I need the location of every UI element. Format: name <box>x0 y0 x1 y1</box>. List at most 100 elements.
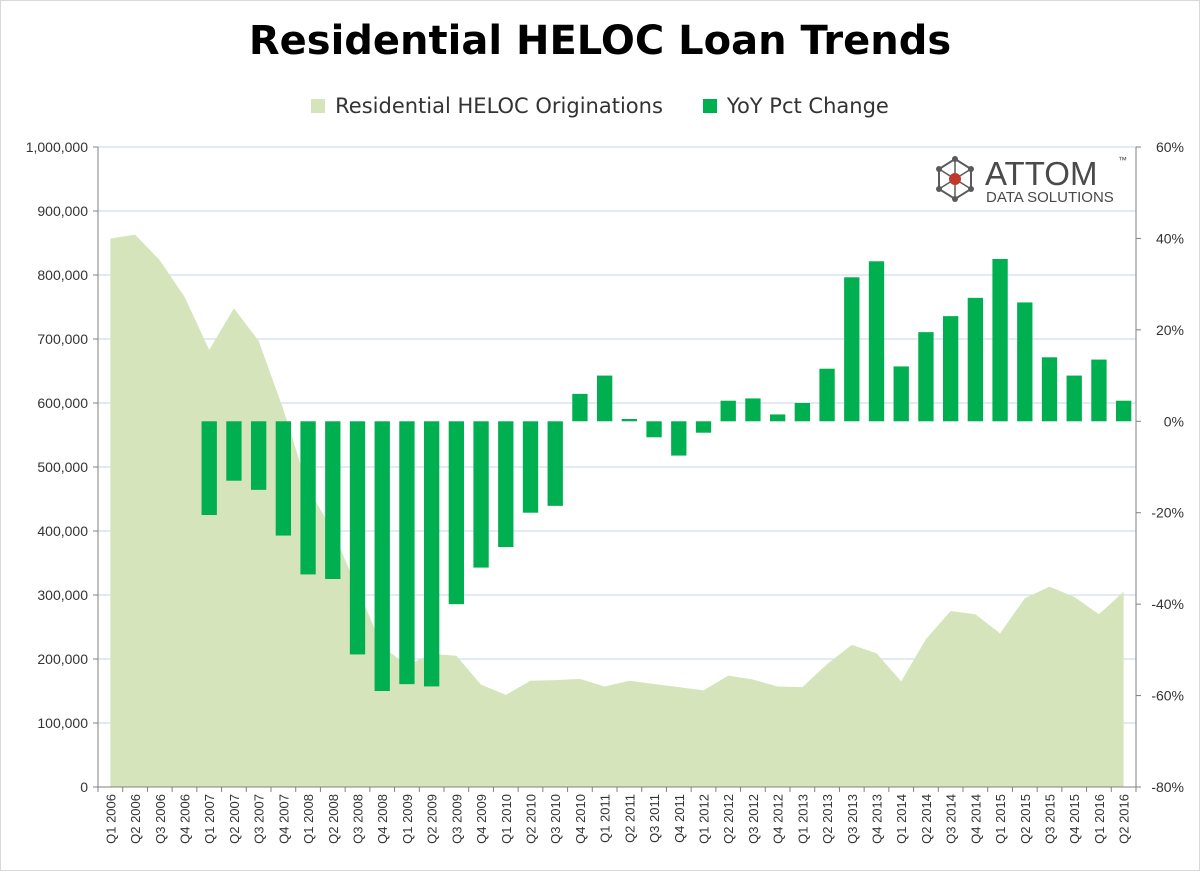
x-tick-label: Q1 2012 <box>697 794 712 844</box>
left-tick-label: 900,000 <box>37 203 88 219</box>
left-tick-label: 600,000 <box>37 395 88 411</box>
x-tick-label: Q2 2011 <box>622 794 637 843</box>
logo-name: ATTOM <box>985 155 1097 192</box>
right-axis-ticks: -80% -60% -40% -20% 0% 20% 40% 60% <box>1136 139 1184 795</box>
x-tick-label: Q2 2014 <box>919 794 934 844</box>
yoy-bar <box>1041 357 1058 422</box>
legend-item-originations: Residential HELOC Originations <box>311 94 663 118</box>
yoy-bar <box>621 419 638 422</box>
x-tick-label: Q2 2010 <box>524 794 539 844</box>
x-tick-label: Q1 2015 <box>993 794 1008 844</box>
yoy-bar <box>819 368 835 422</box>
x-axis-ticks: Q1 2006 Q2 2006 Q3 2006 Q4 2006 Q1 2007 Q2 20… <box>97 787 1137 844</box>
x-tick-label: Q4 2015 <box>1067 794 1082 844</box>
yoy-bar <box>596 375 613 422</box>
network-molecule-icon <box>936 156 974 202</box>
x-tick-label: Q2 2007 <box>227 794 242 844</box>
yoy-bar <box>498 421 514 547</box>
x-tick-label: Q4 2012 <box>771 794 786 844</box>
left-tick-label: 500,000 <box>37 459 88 475</box>
yoy-bar <box>250 421 267 490</box>
x-tick-label: Q1 2006 <box>103 794 118 844</box>
x-tick-label: Q3 2013 <box>845 794 860 844</box>
right-tick-label: -80% <box>1151 779 1184 795</box>
right-tick-label: -60% <box>1151 688 1184 704</box>
x-tick-label: Q3 2011 <box>647 794 662 843</box>
yoy-bar <box>473 421 489 568</box>
x-tick-label: Q2 2013 <box>820 794 835 844</box>
yoy-bar <box>745 398 761 422</box>
chart-title: Residential HELOC Loan Trends <box>248 18 952 64</box>
left-tick-label: 0 <box>80 779 88 795</box>
x-tick-label: Q4 2014 <box>968 794 983 844</box>
x-tick-label: Q1 2013 <box>795 794 810 844</box>
yoy-bar <box>992 259 1008 422</box>
x-tick-label: Q3 2010 <box>548 794 563 844</box>
yoy-bar <box>893 366 909 422</box>
x-tick-label: Q1 2010 <box>499 794 514 844</box>
x-tick-label: Q1 2016 <box>1092 794 1107 844</box>
yoy-bar <box>720 400 736 422</box>
x-tick-label: Q1 2007 <box>202 794 217 844</box>
right-tick-label: 40% <box>1156 230 1184 246</box>
legend-label-originations: Residential HELOC Originations <box>335 94 663 118</box>
left-tick-label: 1,000,000 <box>26 139 88 155</box>
yoy-bar <box>967 297 984 422</box>
yoy-bar <box>572 393 588 422</box>
yoy-bar <box>942 316 959 422</box>
bar-layer <box>201 259 1132 691</box>
yoy-bar <box>918 332 934 422</box>
x-tick-label: Q4 2008 <box>375 794 390 844</box>
x-tick-label: Q2 2006 <box>128 794 143 844</box>
yoy-bar <box>646 421 662 438</box>
x-tick-label: Q2 2008 <box>326 794 341 844</box>
yoy-bar <box>671 421 687 456</box>
yoy-bar <box>423 421 440 687</box>
left-axis-ticks: 0 100,000 200,000 300,000 400,000 500,000 600,… <box>26 139 98 795</box>
x-tick-label: Q4 2009 <box>474 794 489 844</box>
x-tick-label: Q1 2008 <box>301 794 316 844</box>
yoy-bar <box>844 277 860 422</box>
x-tick-label: Q4 2006 <box>178 794 193 844</box>
x-tick-label: Q1 2014 <box>894 794 909 844</box>
left-tick-label: 800,000 <box>37 267 88 283</box>
x-tick-label: Q1 2011 <box>598 794 613 843</box>
left-tick-label: 200,000 <box>37 651 88 667</box>
x-tick-label: Q2 2012 <box>721 794 736 844</box>
x-tick-label: Q4 2011 <box>672 794 687 843</box>
x-tick-label: Q2 2009 <box>425 794 440 844</box>
x-tick-label: Q3 2008 <box>351 794 366 844</box>
x-tick-label: Q3 2012 <box>746 794 761 844</box>
legend-label-yoy: YoY Pct Change <box>726 94 889 118</box>
x-tick-label: Q3 2006 <box>153 794 168 844</box>
yoy-bar <box>300 421 316 575</box>
right-tick-label: 60% <box>1156 139 1184 155</box>
yoy-bar <box>769 414 786 422</box>
yoy-bar <box>547 421 563 506</box>
yoy-bar <box>325 421 341 579</box>
yoy-bar <box>201 421 217 515</box>
logo-tagline: DATA SOLUTIONS <box>986 189 1114 206</box>
right-tick-label: -20% <box>1151 505 1184 521</box>
x-tick-label: Q1 2009 <box>400 794 415 844</box>
yoy-bar <box>448 421 465 605</box>
left-tick-label: 400,000 <box>37 523 88 539</box>
legend-swatch-originations <box>311 99 326 113</box>
left-tick-label: 100,000 <box>37 715 88 731</box>
yoy-bar <box>868 261 885 422</box>
yoy-bar <box>522 421 539 513</box>
yoy-bar <box>275 421 292 536</box>
x-tick-label: Q4 2007 <box>276 794 291 844</box>
legend-swatch-yoy <box>702 99 717 113</box>
right-tick-label: 0% <box>1164 413 1184 429</box>
yoy-bar <box>399 421 415 685</box>
yoy-bar <box>349 421 366 655</box>
x-tick-label: Q3 2009 <box>449 794 464 844</box>
left-tick-label: 700,000 <box>37 331 88 347</box>
x-tick-label: Q3 2007 <box>252 794 267 844</box>
right-tick-label: 20% <box>1156 322 1184 338</box>
legend-item-yoy: YoY Pct Change <box>702 94 889 118</box>
yoy-bar <box>374 421 390 691</box>
x-tick-label: Q4 2013 <box>870 794 885 844</box>
